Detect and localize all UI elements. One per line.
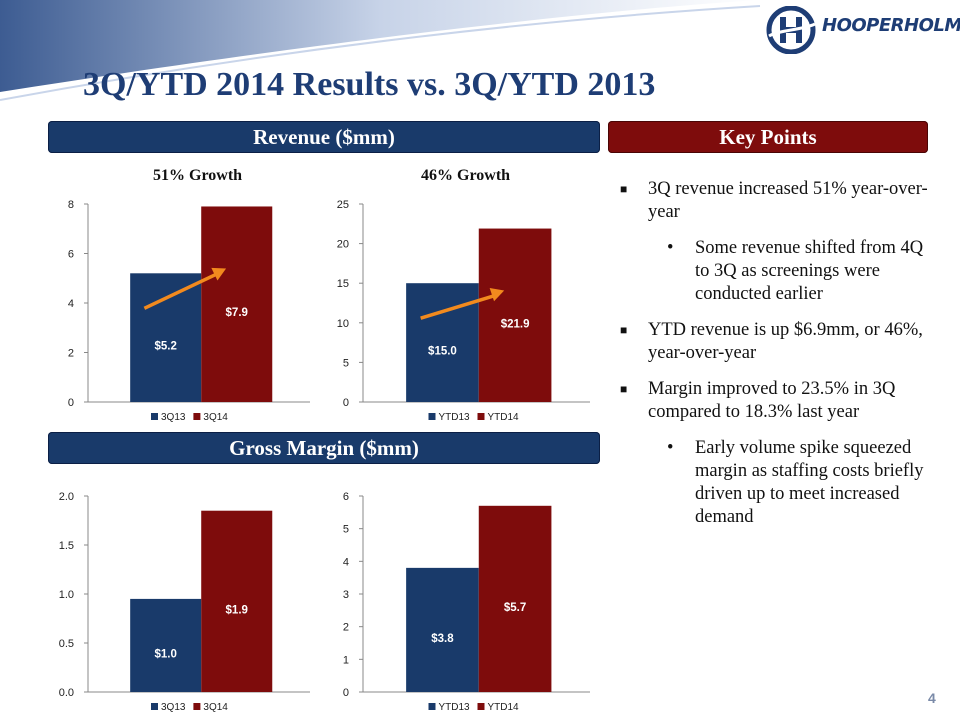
y-tick-label: 5 [343, 524, 349, 536]
key-points-list: ■ 3Q revenue increased 51% year-over-year… [620, 178, 930, 542]
legend-label: YTD13 [439, 412, 471, 423]
key-point-sub: • Early volume spike squeezed margin as s… [667, 438, 924, 527]
y-tick-label: 20 [337, 239, 349, 251]
legend-swatch [477, 413, 485, 420]
page-number: 4 [928, 690, 936, 706]
legend-label: YTD14 [488, 412, 520, 423]
y-tick-label: 0.0 [59, 687, 74, 699]
legend-label: YTD14 [488, 702, 520, 713]
y-tick-label: 0 [68, 397, 74, 409]
y-tick-label: 5 [343, 357, 349, 369]
revenue-ytd-chart: 0 5 10 15 20 25 $15.0 $21.9 YTD13 YTD14 [337, 199, 590, 423]
y-tick-label: 6 [68, 249, 74, 261]
key-point-sub: • Some revenue shifted from 4Q to 3Q as s… [667, 238, 924, 304]
bar-data-label: $21.9 [501, 318, 530, 330]
growth-arrow-icon [489, 287, 505, 302]
y-tick-label: 10 [337, 318, 349, 330]
y-tick-label: 1.5 [59, 540, 74, 552]
bar-YTD13 [406, 283, 479, 402]
y-tick-label: 0 [343, 687, 349, 699]
y-tick-label: 8 [68, 199, 74, 211]
revenue-header: Revenue ($mm) [48, 121, 600, 153]
y-tick-label: 2.0 [59, 491, 74, 503]
legend-swatch [428, 703, 436, 710]
y-tick-label: 1.0 [59, 589, 74, 601]
y-tick-label: 0.5 [59, 638, 74, 650]
y-tick-label: 4 [68, 298, 74, 310]
logo-h-icon [766, 5, 816, 55]
bar-data-label: $3.8 [431, 633, 454, 645]
y-tick-label: 15 [337, 278, 349, 290]
legend-swatch [428, 413, 436, 420]
bar-YTD14 [478, 228, 552, 402]
legend-label: 3Q13 [161, 702, 186, 713]
key-point: ■ Margin improved to 23.5% in 3Q compared… [620, 379, 896, 422]
y-tick-label: 3 [343, 589, 349, 601]
gross-margin-quarter-chart: 0.0 0.5 1.0 1.5 2.0 $1.0 $1.9 3Q13 3Q14 [59, 491, 310, 713]
company-logo [765, 5, 960, 55]
y-tick-label: 2 [68, 348, 74, 360]
legend-label: 3Q13 [161, 412, 186, 423]
bar-data-label: $5.7 [504, 602, 526, 614]
bar-data-label: $5.2 [155, 341, 177, 353]
legend-label: 3Q14 [203, 412, 228, 423]
page-title: 3Q/YTD 2014 Results vs. 3Q/YTD 2013 [83, 66, 656, 103]
bar-data-label: $7.9 [226, 307, 248, 319]
growth-arrow-line [420, 292, 499, 320]
legend-swatch [193, 413, 201, 420]
header-swoosh [0, 0, 761, 101]
gross-margin-ytd-chart: 0 1 2 3 4 5 6 $3.8 $5.7 YTD13 YTD14 [343, 491, 590, 713]
bar-3Q14 [201, 510, 273, 692]
legend-label: 3Q14 [203, 702, 228, 713]
key-points-header: Key Points [608, 121, 928, 153]
key-point: ■ YTD revenue is up $6.9mm, or 46%, year-… [620, 320, 923, 363]
bar-3Q14 [201, 206, 273, 402]
bar-data-label: $1.9 [226, 604, 248, 616]
revenue-quarter-chart: 0 2 4 6 8 $5.2 $7.9 3Q13 3Q14 [68, 199, 310, 423]
bar-YTD14 [478, 505, 552, 692]
legend-swatch [477, 703, 485, 710]
y-tick-label: 4 [343, 556, 349, 568]
y-tick-label: 1 [343, 654, 349, 666]
legend-label: YTD13 [439, 702, 471, 713]
bar-data-label: $1.0 [155, 648, 177, 660]
growth-arrow-icon [211, 267, 227, 281]
growth-label-ytd: 46% Growth [421, 167, 511, 184]
key-point: ■ 3Q revenue increased 51% year-over-year [620, 179, 928, 222]
y-tick-label: 0 [343, 397, 349, 409]
bar-YTD13 [406, 567, 479, 692]
gross-margin-header: Gross Margin ($mm) [48, 432, 600, 464]
bar-3Q13 [130, 273, 202, 402]
y-tick-label: 2 [343, 622, 349, 634]
bar-data-label: $15.0 [428, 346, 457, 358]
logo-wordmark: HOOPERHOLMES [822, 15, 960, 36]
legend-swatch [151, 413, 158, 420]
y-tick-label: 6 [343, 491, 349, 503]
growth-arrow-line [143, 270, 221, 310]
y-tick-label: 25 [337, 199, 349, 211]
bar-3Q13 [130, 598, 202, 692]
legend-swatch [193, 703, 201, 710]
growth-label-quarter: 51% Growth [153, 167, 243, 184]
legend-swatch [151, 703, 158, 710]
